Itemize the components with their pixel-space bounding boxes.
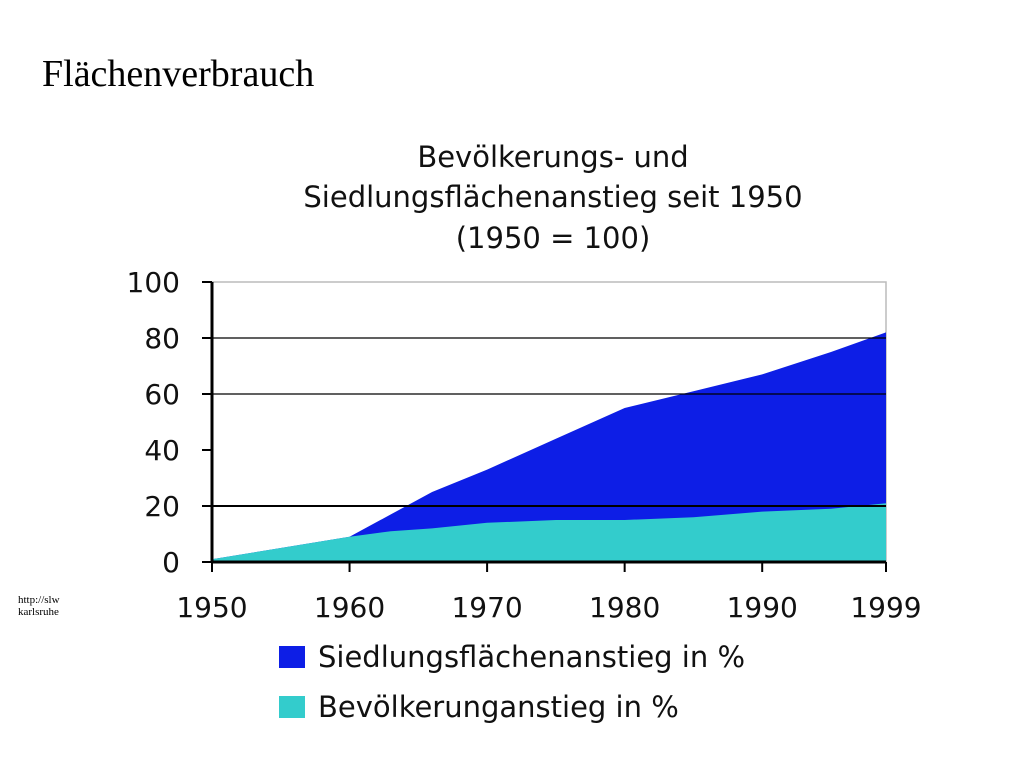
- y-tick-label: 40: [144, 434, 180, 467]
- legend-item-siedlungsflaechenanstieg-swatch: [279, 646, 305, 668]
- x-tick-label: 1970: [451, 591, 522, 624]
- legend-item-siedlungsflaechenanstieg-label: Siedlungsflächenanstieg in %: [318, 640, 745, 674]
- y-tick-label: 20: [144, 490, 180, 523]
- y-tick-label: 80: [144, 322, 180, 355]
- x-tick-label: 1960: [314, 591, 385, 624]
- x-tick-label: 1990: [727, 591, 798, 624]
- series-area-siedlungsflaechenanstieg: [212, 332, 886, 562]
- page-title: Flächenverbrauch: [42, 53, 315, 95]
- y-tick-label: 100: [127, 266, 180, 299]
- x-tick-label: 1999: [850, 591, 921, 624]
- chart-title-line-2: Siedlungsflächenanstieg seit 1950: [303, 180, 802, 214]
- series-area-bevoelkerunganstieg: [212, 503, 886, 562]
- source-link-line-1: http://slw: [18, 594, 60, 606]
- y-tick-label: 60: [144, 378, 180, 411]
- chart-title-line-3: (1950 = 100): [456, 221, 651, 255]
- chart-title-line-1: Bevölkerungs- und: [417, 140, 688, 174]
- x-tick-label: 1950: [176, 591, 247, 624]
- legend-item-bevoelkerunganstieg-swatch: [279, 696, 305, 718]
- y-tick-label: 0: [162, 546, 180, 579]
- legend-item-bevoelkerunganstieg-label: Bevölkerunganstieg in %: [318, 690, 679, 724]
- source-link[interactable]: http://slw karlsruhe: [18, 594, 70, 618]
- source-link-line-2: karlsruhe: [18, 606, 59, 618]
- x-tick-label: 1980: [589, 591, 660, 624]
